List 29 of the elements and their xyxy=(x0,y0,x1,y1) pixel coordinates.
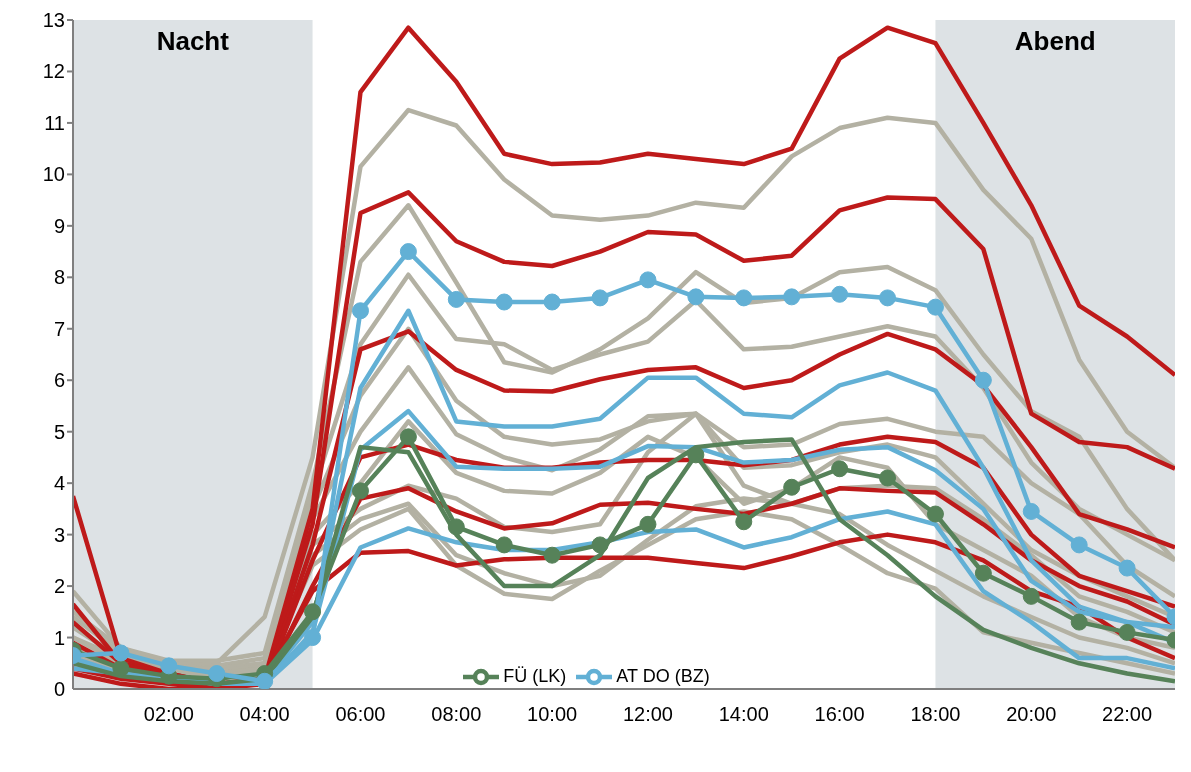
band-label: Abend xyxy=(1014,26,1096,57)
y-tick-label: 11 xyxy=(44,111,65,134)
y-tick-label: 2 xyxy=(53,575,65,598)
y-tick-label: 6 xyxy=(53,369,65,392)
x-tick-label: 14:00 xyxy=(718,703,769,726)
x-tick-label: 10:00 xyxy=(527,703,578,726)
x-tick-label: 06:00 xyxy=(335,703,386,726)
y-tick-label: 13 xyxy=(42,9,65,31)
x-tick-label: 04:00 xyxy=(239,703,290,726)
y-tick-label: 1 xyxy=(53,626,65,649)
x-tick-label: 22:00 xyxy=(1102,703,1153,726)
y-tick-label: 5 xyxy=(53,420,65,443)
x-tick-label: 12:00 xyxy=(622,703,673,726)
y-tick-label: 12 xyxy=(42,60,65,83)
legend-label: AT DO (BZ) xyxy=(616,665,710,686)
x-tick-label: 20:00 xyxy=(1006,703,1057,726)
y-tick-label: 9 xyxy=(53,214,65,237)
x-tick-label: 08:00 xyxy=(431,703,482,726)
y-tick-label: 7 xyxy=(53,317,65,340)
y-tick-label: 3 xyxy=(53,523,65,546)
x-tick-label: 16:00 xyxy=(814,703,865,726)
y-tick-label: 4 xyxy=(53,472,65,495)
y-tick-label: 0 xyxy=(53,678,65,700)
y-tick-label: 8 xyxy=(53,266,65,289)
x-tick-label: 18:00 xyxy=(910,703,961,726)
y-tick-label: 10 xyxy=(42,163,65,186)
x-tick-label: 02:00 xyxy=(143,703,194,726)
legend-label: FÜ (LK) xyxy=(503,665,567,686)
band-label: Nacht xyxy=(156,26,230,57)
